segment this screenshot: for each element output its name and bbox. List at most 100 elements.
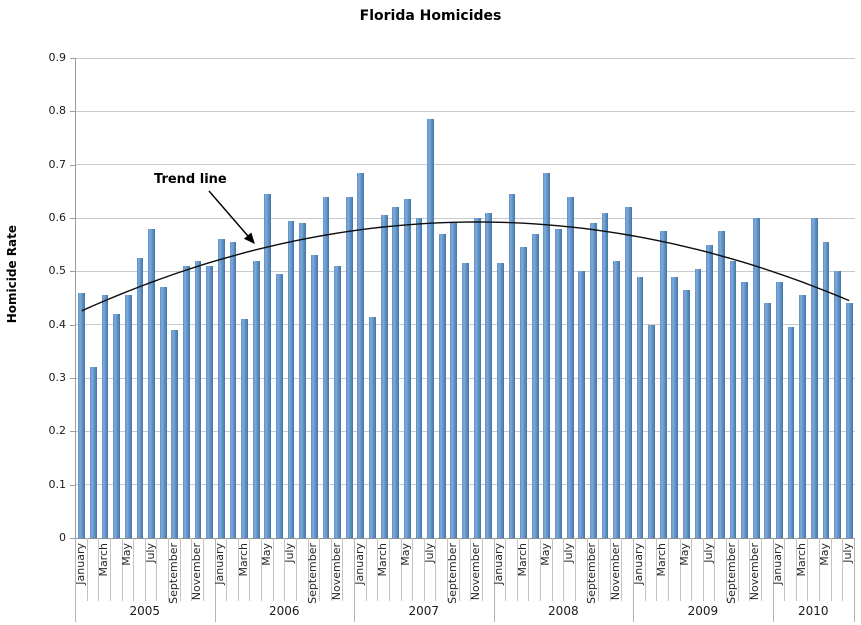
bar-2005-06 <box>136 258 144 538</box>
month-tick <box>807 538 809 601</box>
x-tick-label-2006-January: January <box>213 543 227 585</box>
bar-2006-02 <box>229 242 237 538</box>
x-tick-label-2010-January: January <box>771 543 785 585</box>
bar-2005-04 <box>113 314 121 538</box>
gridline-0.8 <box>76 110 855 112</box>
trend-line <box>81 221 850 312</box>
bar-2007-02 <box>369 316 376 538</box>
y-tick-mark-0 <box>70 538 75 539</box>
bar-2008-11 <box>613 260 621 538</box>
y-tick-mark-0.7 <box>70 164 75 166</box>
x-tick-label-2006-November: November <box>329 543 343 601</box>
x-tick-label-2006-March: March <box>236 543 250 577</box>
y-tick-label-0.7: 0.7 <box>48 157 67 171</box>
month-tick <box>435 538 437 601</box>
month-tick <box>388 538 390 601</box>
bar-2005-09 <box>171 330 179 538</box>
x-tick-label-2009-July: July <box>701 543 715 563</box>
bar-2006-05 <box>264 194 272 538</box>
month-tick <box>598 538 600 601</box>
month-tick <box>540 538 542 601</box>
x-tick-label-2005-July: July <box>143 543 157 563</box>
y-tick-mark-0.6 <box>70 218 75 219</box>
year-label-2010: 2010 <box>798 604 829 618</box>
month-tick <box>737 538 739 601</box>
x-tick-label-2007-January: January <box>352 543 366 585</box>
month-tick <box>760 538 762 601</box>
x-tick-label-2008-May: May <box>538 543 552 566</box>
bar-2009-10 <box>741 282 748 538</box>
bar-2005-12 <box>206 266 214 538</box>
month-tick <box>784 538 786 601</box>
bar-2008-09 <box>589 223 597 538</box>
month-tick <box>714 538 716 601</box>
y-tick-label-0.1: 0.1 <box>48 477 67 491</box>
bar-2007-08 <box>438 234 446 538</box>
bar-2007-01 <box>357 172 365 538</box>
month-tick <box>284 538 286 601</box>
bar-2008-12 <box>624 207 632 538</box>
bar-2010-02 <box>787 327 795 538</box>
bar-2008-04 <box>531 234 539 538</box>
month-tick <box>691 538 693 601</box>
x-tick-label-2005-May: May <box>120 543 134 566</box>
y-tick-label-0.8: 0.8 <box>48 104 67 118</box>
month-tick <box>574 538 576 601</box>
year-separator <box>354 538 356 622</box>
bar-2006-11 <box>334 266 341 538</box>
bar-2005-07 <box>148 228 155 538</box>
x-tick-label-2007-May: May <box>399 543 413 566</box>
year-separator <box>75 538 76 622</box>
gridline-0.6 <box>76 217 855 219</box>
bar-2009-07 <box>706 244 714 538</box>
x-tick-label-2005-September: September <box>166 543 180 604</box>
bar-2010-03 <box>799 295 807 538</box>
month-tick <box>144 538 146 601</box>
x-tick-label-2008-July: July <box>562 543 576 563</box>
month-tick <box>86 538 88 601</box>
y-tick-label-0.4: 0.4 <box>48 317 67 331</box>
bar-2007-11 <box>473 218 481 538</box>
bar-2005-02 <box>90 367 97 538</box>
bar-2010-05 <box>822 242 830 538</box>
x-tick-label-2007-July: July <box>422 543 436 563</box>
y-tick-label-0.6: 0.6 <box>48 211 67 224</box>
x-tick-label-2006-September: September <box>306 543 320 604</box>
y-axis-title: Homicide Rate <box>5 225 19 324</box>
month-tick <box>237 538 239 601</box>
bar-2010-07 <box>845 303 853 538</box>
x-tick-label-2007-September: September <box>445 543 459 604</box>
year-separator <box>854 538 855 622</box>
month-tick <box>377 538 379 601</box>
bar-2009-03 <box>659 231 667 538</box>
month-tick <box>121 538 123 601</box>
month-tick <box>528 538 530 601</box>
y-tick-mark-0.3 <box>70 378 75 379</box>
month-tick <box>795 538 797 601</box>
month-tick <box>202 538 204 601</box>
bar-2006-10 <box>322 196 330 538</box>
bar-2008-08 <box>578 271 586 538</box>
month-tick <box>423 538 425 601</box>
y-tick-mark-0.2 <box>70 431 75 433</box>
bar-2006-08 <box>299 223 307 538</box>
month-tick <box>412 538 414 601</box>
month-tick <box>481 538 483 601</box>
month-tick <box>563 538 565 601</box>
x-tick-label-2009-March: March <box>655 543 669 577</box>
year-label-2008: 2008 <box>548 604 579 618</box>
month-tick <box>667 538 669 601</box>
x-tick-label-2005-November: November <box>190 543 204 601</box>
bar-2008-01 <box>496 263 504 538</box>
x-tick-label-2009-November: November <box>748 543 762 601</box>
year-separator <box>214 538 216 622</box>
month-tick <box>830 538 832 601</box>
gridline-0.7 <box>76 164 855 166</box>
month-tick <box>191 538 193 601</box>
bar-2006-01 <box>217 239 225 538</box>
year-label-2006: 2006 <box>269 604 300 618</box>
month-tick <box>342 538 344 601</box>
bar-2008-03 <box>520 247 528 538</box>
bar-2006-03 <box>241 319 248 538</box>
month-tick <box>516 538 518 601</box>
